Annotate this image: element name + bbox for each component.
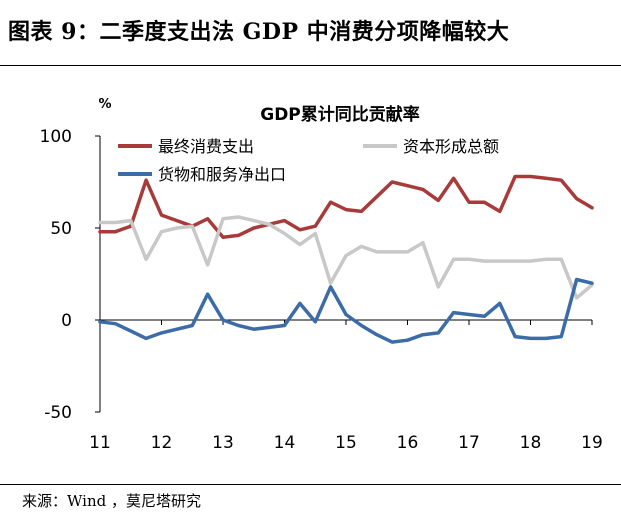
y-tick-label: 0 — [61, 311, 72, 331]
y-tick-label: 100 — [40, 127, 72, 147]
x-tick-label: 11 — [89, 433, 111, 453]
series-line-3 — [98, 277, 594, 344]
y-tick-label: 50 — [50, 219, 72, 239]
series-line-2 — [98, 215, 594, 300]
y-unit-label: % — [98, 97, 111, 112]
footer-divider — [0, 484, 621, 485]
series-line-1 — [98, 174, 594, 239]
title-divider — [0, 65, 621, 66]
legend-label-1: 最终消费支出 — [158, 137, 254, 156]
x-tick-label: 15 — [335, 433, 357, 453]
line-chart: GDP累计同比贡献率 % -50 0 50 100 11 12 13 14 15 16 17 18 19… — [40, 97, 603, 453]
x-tick-label: 14 — [274, 433, 296, 453]
x-tick-label: 13 — [212, 433, 234, 453]
y-tick-label: -50 — [44, 403, 72, 423]
x-tick-label: 19 — [581, 433, 603, 453]
x-tick-label: 17 — [458, 433, 480, 453]
legend-label-2: 资本形成总额 — [403, 137, 499, 156]
chart-title: GDP累计同比贡献率 — [260, 104, 420, 125]
x-tick-label: 18 — [520, 433, 542, 453]
figure-title: 图表 9：二季度支出法 GDP 中消费分项降幅较大 — [8, 19, 510, 45]
series-layer — [98, 174, 594, 344]
source-note: 来源：Wind ，莫尼塔研究 — [22, 492, 201, 510]
x-tick-label: 12 — [151, 433, 173, 453]
legend-label-3: 货物和服务净出口 — [158, 165, 286, 184]
x-tick-label: 16 — [397, 433, 419, 453]
axes: -50 0 50 100 11 12 13 14 15 16 17 18 19 — [40, 127, 603, 453]
